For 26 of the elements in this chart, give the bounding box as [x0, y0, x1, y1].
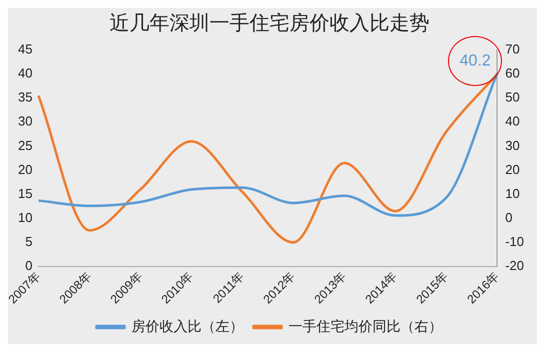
chart-title: 近几年深圳一手住宅房价收入比走势: [110, 12, 430, 35]
y2-tick-label: 20: [505, 162, 520, 177]
y2-tick-label: 70: [505, 42, 520, 57]
y-tick-label: 15: [18, 186, 32, 201]
y-tick-label: 45: [18, 42, 32, 57]
y2-tick-label: 10: [505, 186, 520, 201]
y2-tick-label: 40: [505, 114, 520, 129]
y-tick-label: 25: [18, 138, 32, 153]
line-series: [37, 72, 498, 217]
y2-tick-label: 0: [505, 210, 512, 225]
y-tick-label: 20: [18, 162, 32, 177]
legend-label: 房价收入比（左）: [132, 318, 244, 334]
y2-tick-label: 50: [505, 90, 520, 105]
y2-tick-label: -20: [505, 258, 524, 274]
y-tick-label: 35: [18, 90, 32, 105]
y-tick-label: 40: [18, 66, 32, 81]
y-tick-label: 10: [18, 210, 32, 225]
data-label: 40.2: [460, 52, 491, 70]
y-tick-label: 0: [25, 258, 32, 274]
legend-label: 一手住宅均价同比（右）: [288, 318, 442, 334]
y2-tick-label: 30: [505, 138, 520, 153]
y-tick-label: 30: [18, 114, 32, 129]
y2-tick-label: 60: [505, 66, 520, 81]
y2-tick-label: -10: [505, 234, 524, 249]
y-tick-label: 5: [25, 234, 32, 249]
line-series: [37, 72, 498, 244]
